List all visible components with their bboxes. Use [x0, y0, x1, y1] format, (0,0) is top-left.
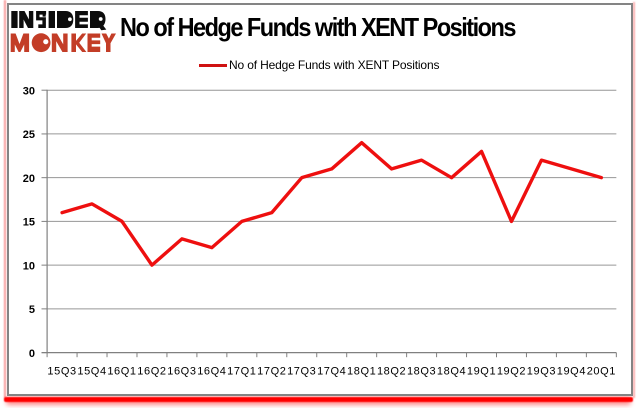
- svg-text:17Q1: 17Q1: [227, 366, 256, 378]
- svg-text:19Q2: 19Q2: [497, 366, 526, 378]
- svg-text:15: 15: [23, 217, 35, 229]
- svg-text:17Q3: 17Q3: [287, 366, 316, 378]
- svg-text:0: 0: [29, 348, 35, 360]
- svg-text:17Q2: 17Q2: [257, 366, 286, 378]
- svg-text:18Q4: 18Q4: [437, 366, 466, 378]
- svg-text:16Q4: 16Q4: [197, 366, 226, 378]
- svg-text:25: 25: [23, 129, 35, 141]
- svg-text:30: 30: [23, 86, 35, 98]
- svg-text:18Q3: 18Q3: [407, 366, 436, 378]
- svg-text:19Q3: 19Q3: [527, 366, 556, 378]
- svg-text:16Q1: 16Q1: [107, 366, 136, 378]
- svg-text:15Q3: 15Q3: [47, 366, 76, 378]
- svg-text:18Q2: 18Q2: [377, 366, 406, 378]
- svg-text:18Q1: 18Q1: [347, 366, 376, 378]
- svg-text:16Q3: 16Q3: [167, 366, 196, 378]
- svg-text:19Q1: 19Q1: [467, 366, 496, 378]
- svg-text:10: 10: [23, 260, 35, 272]
- svg-text:20: 20: [23, 173, 35, 185]
- svg-text:5: 5: [29, 304, 35, 316]
- svg-text:17Q4: 17Q4: [317, 366, 346, 378]
- svg-text:19Q4: 19Q4: [557, 366, 586, 378]
- svg-text:20Q1: 20Q1: [587, 366, 616, 378]
- svg-text:16Q2: 16Q2: [137, 366, 166, 378]
- svg-text:15Q4: 15Q4: [77, 366, 106, 378]
